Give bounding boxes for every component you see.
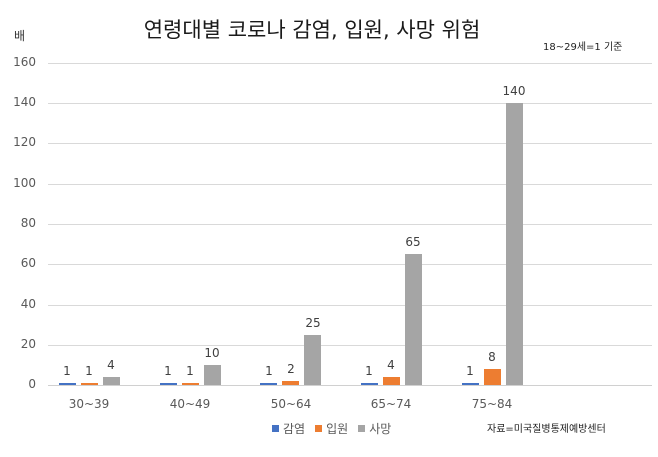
bar-감염[interactable] xyxy=(160,383,177,385)
bar-사망[interactable] xyxy=(506,103,523,385)
gridline xyxy=(48,184,652,185)
y-tick-label: 120 xyxy=(13,135,36,149)
chart-title-text: 연령대별 코로나 감염, 입원, 사망 위험 xyxy=(143,18,481,42)
data-label: 1 xyxy=(186,364,194,378)
x-tick-label: 40~49 xyxy=(169,397,211,411)
gridline xyxy=(48,264,652,265)
chart-title: 연령대별 코로나 감염, 입원, 사망 위험 xyxy=(0,14,658,44)
y-tick-label: 20 xyxy=(20,337,36,351)
legend-swatch-icon xyxy=(272,425,279,432)
legend: 감염 입원 사망 xyxy=(272,420,401,437)
legend-label: 감염 xyxy=(283,422,306,436)
legend-label: 사망 xyxy=(369,422,392,436)
bar-사망[interactable] xyxy=(304,335,321,385)
y-tick-label: 80 xyxy=(20,216,36,230)
bar-감염[interactable] xyxy=(59,383,76,385)
baseline-note: 18~29세=1 기준 xyxy=(543,42,623,53)
data-label: 10 xyxy=(204,346,220,360)
bar-감염[interactable] xyxy=(260,383,277,385)
data-label: 1 xyxy=(265,364,273,378)
y-tick-label: 60 xyxy=(20,256,36,270)
data-label: 2 xyxy=(287,362,295,376)
bar-입원[interactable] xyxy=(81,383,98,385)
bar-입원[interactable] xyxy=(282,381,299,385)
legend-item-감염[interactable]: 감염 xyxy=(272,420,305,437)
data-label: 1 xyxy=(164,364,172,378)
bar-감염[interactable] xyxy=(361,383,378,385)
bar-감염[interactable] xyxy=(462,383,479,385)
data-label: 8 xyxy=(488,350,496,364)
y-tick-label: 140 xyxy=(13,95,36,109)
gridline xyxy=(48,63,652,64)
legend-item-입원[interactable]: 입원 xyxy=(315,420,348,437)
bar-사망[interactable] xyxy=(405,254,422,385)
x-tick-label: 65~74 xyxy=(370,397,412,411)
bar-사망[interactable] xyxy=(103,377,120,385)
gridline xyxy=(48,305,652,306)
gridline xyxy=(48,345,652,346)
y-tick-label: 40 xyxy=(20,297,36,311)
y-tick-label: 160 xyxy=(13,55,36,69)
x-tick-label: 50~64 xyxy=(270,397,312,411)
data-label: 1 xyxy=(85,364,93,378)
bar-사망[interactable] xyxy=(204,365,221,385)
bar-입원[interactable] xyxy=(484,369,501,385)
x-axis-line xyxy=(48,385,652,386)
bar-입원[interactable] xyxy=(383,377,400,385)
data-label: 4 xyxy=(107,358,115,372)
source-note: 자료=미국질병통제예방센터 xyxy=(487,424,606,435)
data-label: 4 xyxy=(387,358,395,372)
y-tick-label: 100 xyxy=(13,176,36,190)
x-tick-label: 75~84 xyxy=(471,397,513,411)
data-label: 1 xyxy=(63,364,71,378)
y-tick-label: 0 xyxy=(28,377,36,391)
legend-swatch-icon xyxy=(315,425,323,432)
gridline xyxy=(48,224,652,225)
y-axis-unit: 배 xyxy=(14,29,26,43)
legend-swatch-icon xyxy=(358,425,366,432)
legend-label: 입원 xyxy=(326,422,349,436)
legend-item-사망[interactable]: 사망 xyxy=(358,420,391,437)
gridline xyxy=(48,103,652,104)
x-tick-label: 30~39 xyxy=(68,397,110,411)
data-label: 140 xyxy=(502,84,526,98)
data-label: 1 xyxy=(365,364,373,378)
data-label: 1 xyxy=(466,364,474,378)
bar-입원[interactable] xyxy=(182,383,199,385)
gridline xyxy=(48,143,652,144)
data-label: 25 xyxy=(305,316,321,330)
data-label: 65 xyxy=(405,235,421,249)
